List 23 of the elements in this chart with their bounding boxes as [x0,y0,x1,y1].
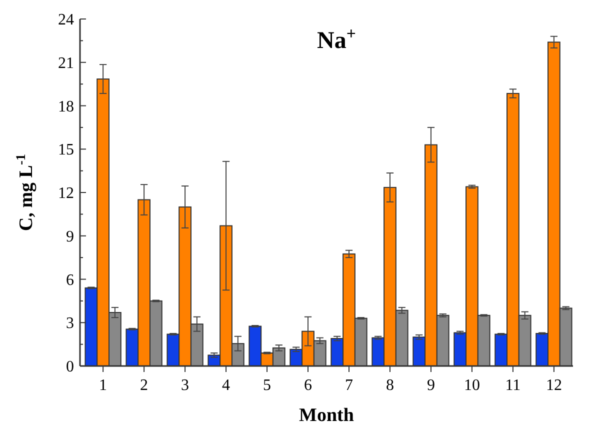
y-tick-label: 0 [66,358,74,376]
y-tick-label: 18 [58,98,74,116]
x-tick-label: 2 [140,377,148,394]
x-tick-label: 1 [99,377,108,394]
x-tick-label: 5 [263,377,272,394]
x-tick-label: 11 [505,377,521,394]
chart-title: Na$^{+}$ [317,24,356,54]
y-tick-label: 24 [58,12,74,29]
x-tick-label: 10 [464,377,480,394]
x-axis-title: Month [299,405,354,426]
x-tick-label: 12 [546,377,562,394]
y-tick-label: 15 [58,142,74,159]
y-tick-label: 9 [66,228,74,246]
x-tick-label: 7 [344,377,353,394]
y-tick-label: 21 [58,54,74,72]
x-tick-label: 6 [304,377,312,394]
y-tick-label: 12 [58,185,74,202]
x-tick-label: 8 [386,377,394,394]
y-tick-label: 6 [66,272,74,289]
x-tick-label: 9 [426,377,435,394]
x-tick-label: 4 [222,377,230,394]
x-tick-label: 3 [181,377,190,394]
y-tick-label: 3 [66,315,74,332]
